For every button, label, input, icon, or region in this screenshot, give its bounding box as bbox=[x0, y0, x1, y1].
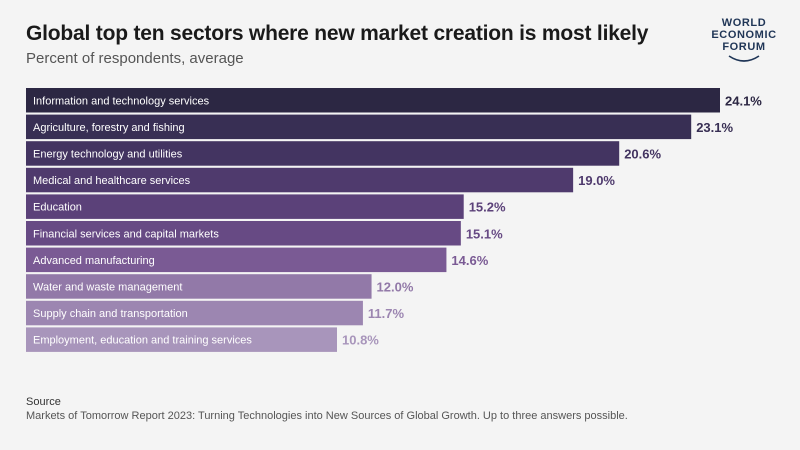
logo-arc-icon bbox=[728, 55, 760, 62]
value-label: 14.6% bbox=[451, 253, 488, 268]
bar bbox=[26, 141, 620, 166]
bar bbox=[26, 221, 461, 246]
value-label: 15.2% bbox=[469, 200, 506, 215]
category-label: Water and waste management bbox=[33, 281, 182, 293]
logo-line-1: WORLD bbox=[721, 17, 767, 29]
category-label: Medical and healthcare services bbox=[33, 175, 191, 187]
category-label: Agriculture, forestry and fishing bbox=[33, 122, 185, 134]
category-label: Supply chain and transportation bbox=[33, 308, 188, 320]
category-label: Employment, education and training servi… bbox=[33, 335, 252, 347]
source-heading: Source bbox=[26, 396, 61, 408]
bar bbox=[26, 167, 574, 193]
value-label: 24.1% bbox=[725, 93, 762, 108]
value-label: 23.1% bbox=[696, 120, 733, 135]
value-label: 11.7% bbox=[368, 306, 405, 321]
value-label: 15.1% bbox=[466, 226, 503, 241]
chart-subtitle: Percent of respondents, average bbox=[26, 50, 244, 67]
logo-line-3: FORUM bbox=[722, 41, 766, 53]
bar bbox=[26, 194, 464, 219]
category-label: Advanced manufacturing bbox=[33, 255, 155, 267]
category-label: Information and technology services bbox=[33, 95, 210, 107]
bar bbox=[26, 300, 363, 326]
logo-line-2: ECONOMIC bbox=[711, 29, 777, 41]
value-label: 10.8% bbox=[342, 333, 379, 348]
category-label: Education bbox=[33, 202, 82, 214]
chart-title: Global top ten sectors where new market … bbox=[26, 22, 649, 45]
category-label: Energy technology and utilities bbox=[33, 148, 183, 160]
source-text: Markets of Tomorrow Report 2023: Turning… bbox=[26, 410, 628, 422]
value-label: 20.6% bbox=[624, 146, 661, 161]
bar bbox=[26, 327, 338, 352]
bar bbox=[26, 114, 692, 140]
value-label: 19.0% bbox=[578, 173, 615, 188]
category-label: Financial services and capital markets bbox=[33, 228, 219, 240]
source-block: Source Markets of Tomorrow Report 2023: … bbox=[26, 396, 628, 422]
bar bbox=[26, 88, 720, 113]
value-label: 12.0% bbox=[377, 279, 414, 294]
bar bbox=[26, 274, 372, 299]
bar bbox=[26, 247, 447, 273]
wef-logo: WORLD ECONOMIC FORUM bbox=[704, 17, 784, 64]
